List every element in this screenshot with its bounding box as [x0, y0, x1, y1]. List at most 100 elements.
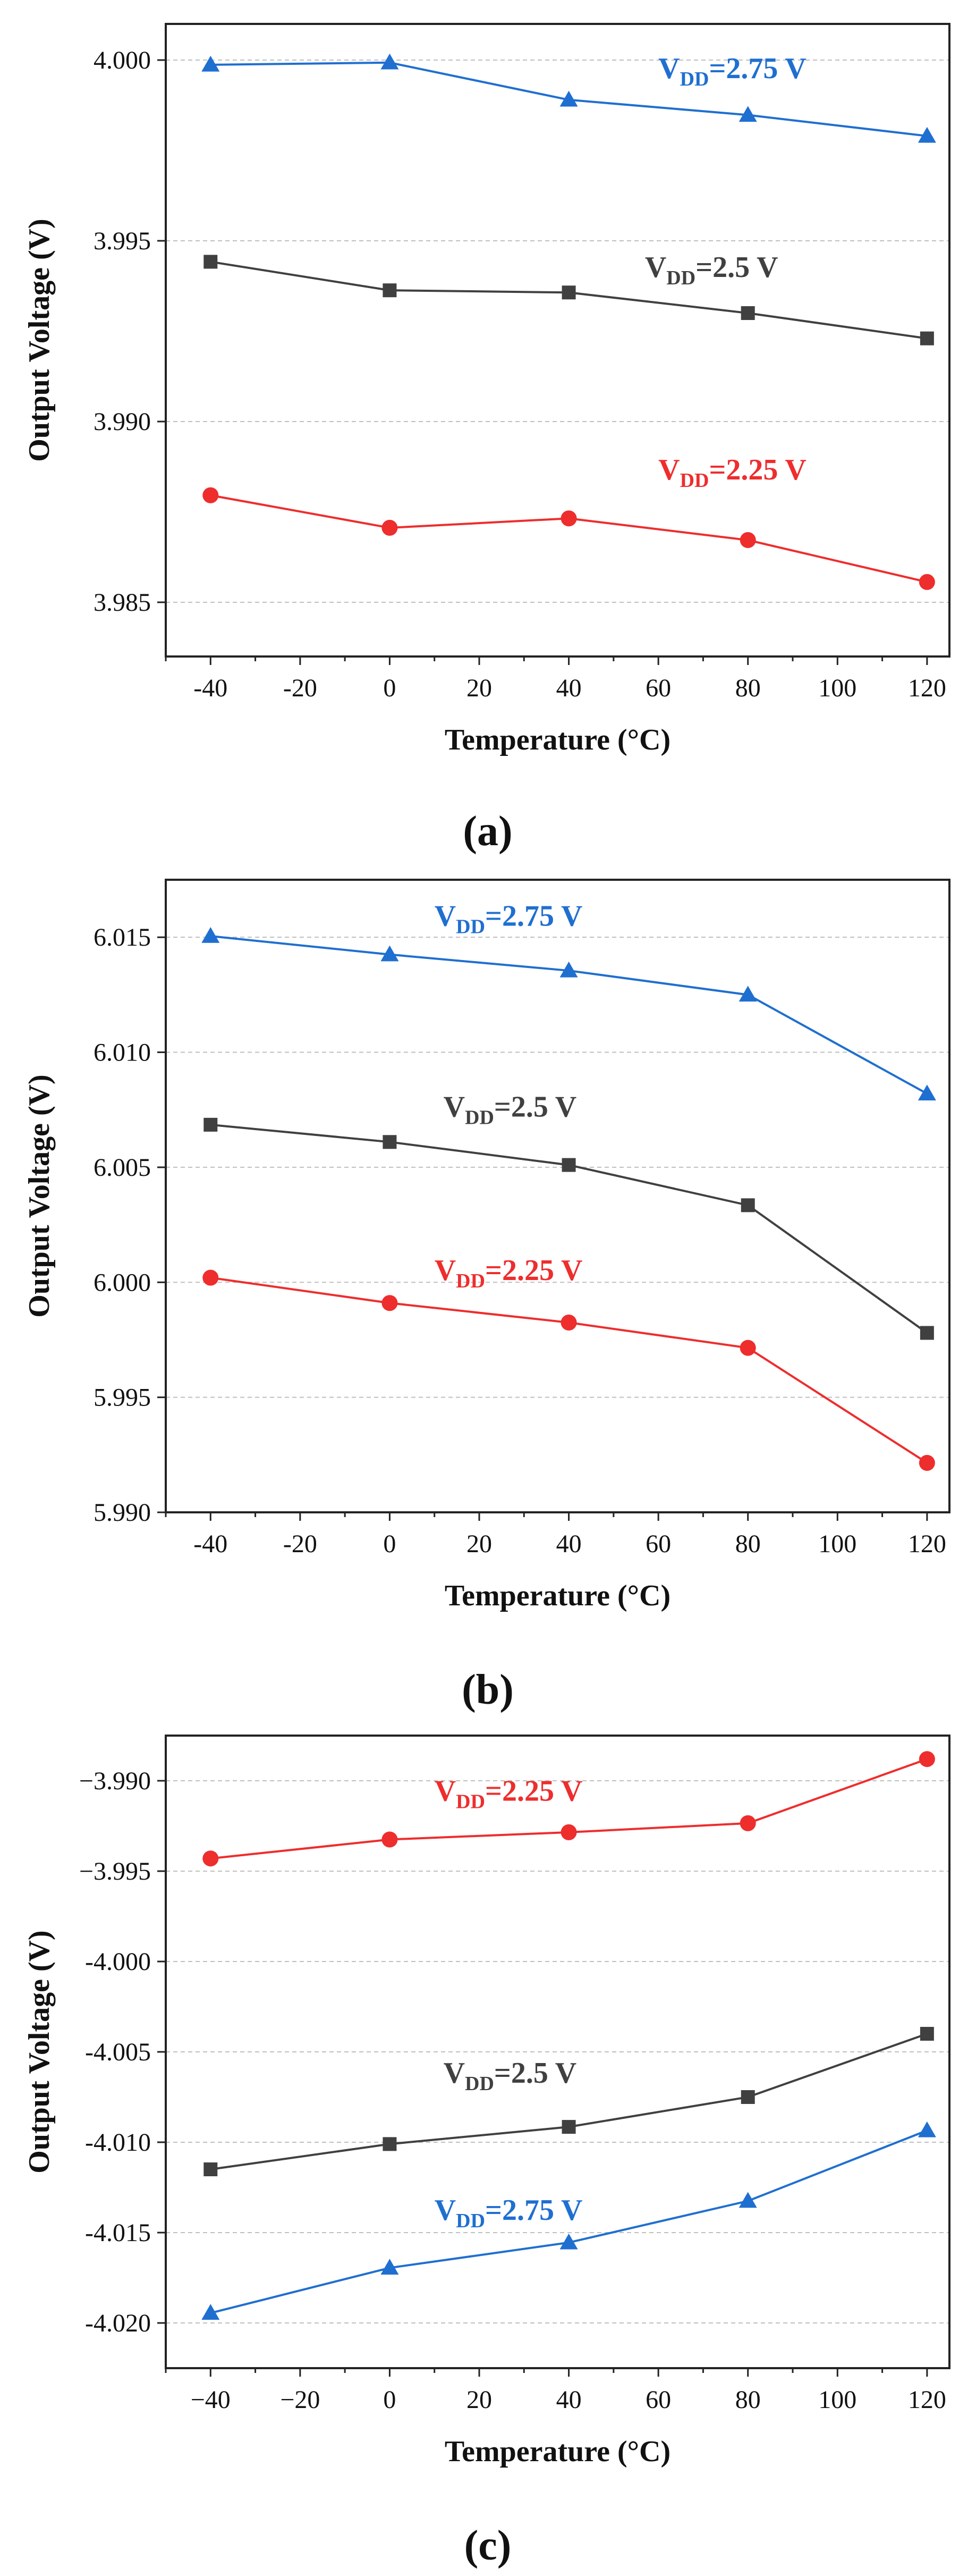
- panel-label: (a): [463, 808, 512, 855]
- series-label-rest: =2.5 V: [494, 2057, 576, 2090]
- series-label-subscript: DD: [680, 68, 709, 90]
- y-tick-label: 3.990: [94, 408, 151, 436]
- x-tick-label: 20: [466, 674, 492, 702]
- series-vdd-2-5: VDD=2.5 V: [203, 251, 934, 346]
- series-label-subscript: DD: [456, 2210, 485, 2232]
- series-label: VDD=2.25 V: [435, 1774, 583, 1813]
- x-tick-label: -40: [193, 674, 227, 702]
- series-label-rest: =2.25 V: [485, 1774, 582, 1807]
- series-label-rest: =2.75 V: [485, 900, 582, 933]
- chart-panel-3: -4.020 -4.015 -4.010 -4.005 -4.000 −3.995 −3.9…: [23, 1735, 950, 2468]
- data-point-triangle: [918, 127, 936, 143]
- data-point-triangle: [380, 2259, 399, 2275]
- series-label-main: V: [435, 2194, 456, 2227]
- series-label-main: V: [658, 453, 680, 486]
- x-axis-title: Temperature (°C): [445, 723, 671, 756]
- data-point-circle: [740, 1340, 756, 1356]
- series-label: VDD=2.75 V: [435, 900, 583, 938]
- y-tick-label: −3.995: [79, 1857, 151, 1885]
- data-point-circle: [381, 1831, 398, 1848]
- series-label: VDD=2.5 V: [444, 2057, 577, 2095]
- y-tick-label: 5.990: [94, 1499, 151, 1527]
- data-point-circle: [381, 519, 398, 536]
- data-point-triangle: [201, 2304, 220, 2320]
- data-point-circle: [740, 532, 756, 549]
- series-label: VDD=2.5 V: [645, 251, 778, 289]
- x-tick-label: -20: [283, 1530, 317, 1558]
- series-label-main: V: [658, 52, 680, 85]
- y-axis-title: Output Voltage (V): [23, 218, 56, 461]
- series-label-main: V: [444, 2057, 465, 2090]
- series-vdd-2-25: VDD=2.25 V: [202, 453, 935, 590]
- series-label-main: V: [435, 1774, 456, 1807]
- y-tick-label: -4.020: [85, 2309, 151, 2337]
- x-tick-label: 60: [646, 674, 671, 702]
- y-tick-label: 3.985: [94, 588, 151, 617]
- series-line: [210, 1276, 928, 1464]
- series-vdd-2-75: VDD=2.75 V: [201, 2121, 936, 2320]
- y-tick-label: 3.995: [94, 227, 151, 255]
- series-vdd-2-75: VDD=2.75 V: [201, 52, 936, 143]
- x-axis-title: Temperature (°C): [445, 1579, 671, 1612]
- x-tick-label: 100: [818, 1530, 856, 1558]
- series-line: [210, 2033, 928, 2170]
- panel-label: (c): [464, 2522, 512, 2569]
- data-point-square: [741, 1198, 755, 1213]
- x-tick-label: 20: [466, 1530, 492, 1558]
- series-vdd-2-5: VDD=2.5 V: [203, 2027, 934, 2176]
- y-tick-label: 6.005: [94, 1154, 151, 1182]
- x-tick-label: 120: [908, 2386, 946, 2414]
- series-label-main: V: [435, 1254, 456, 1287]
- data-point-circle: [202, 1850, 219, 1867]
- x-tick-label: 0: [383, 2386, 396, 2414]
- series-label: VDD=2.75 V: [658, 52, 807, 90]
- series-line: [210, 260, 928, 340]
- data-point-triangle: [559, 961, 578, 978]
- data-point-square: [203, 255, 218, 269]
- data-point-triangle: [559, 2233, 578, 2250]
- data-point-square: [920, 331, 934, 346]
- data-point-square: [203, 1117, 218, 1132]
- data-point-circle: [381, 1295, 398, 1311]
- data-point-square: [562, 1158, 576, 1172]
- x-tick-label: 80: [735, 674, 761, 702]
- x-tick-label: −20: [280, 2386, 320, 2414]
- y-tick-label: 4.000: [94, 46, 151, 74]
- series-label: VDD=2.25 V: [658, 453, 807, 492]
- series-vdd-2-75: VDD=2.75 V: [201, 900, 936, 1101]
- data-point-square: [562, 285, 576, 300]
- series-label-subscript: DD: [456, 1790, 485, 1813]
- series-label: VDD=2.5 V: [444, 1091, 577, 1129]
- data-point-square: [741, 2090, 755, 2104]
- data-point-triangle: [380, 945, 399, 962]
- data-point-circle: [919, 574, 935, 590]
- series-label: VDD=2.25 V: [435, 1254, 583, 1292]
- x-tick-label: 0: [383, 1530, 396, 1558]
- series-label-rest: =2.5 V: [494, 1091, 576, 1124]
- data-point-triangle: [739, 106, 757, 122]
- x-tick-label: 60: [646, 1530, 671, 1558]
- series-vdd-2-25: VDD=2.25 V: [202, 1751, 935, 1867]
- data-point-square: [383, 283, 397, 298]
- x-tick-label: 80: [735, 2386, 761, 2414]
- x-tick-label: 120: [908, 1530, 946, 1558]
- data-point-circle: [202, 487, 219, 503]
- chart-panel-1: 3.985 3.990 3.995 4.000 -40 -20 0 20 40 60 80 100 12…: [23, 23, 950, 756]
- series-line: [210, 1758, 928, 1860]
- y-tick-label: -4.005: [85, 2038, 151, 2066]
- data-point-circle: [919, 1751, 935, 1767]
- series-label-main: V: [645, 251, 666, 284]
- y-tick-label: 6.000: [94, 1268, 151, 1297]
- data-point-circle: [561, 510, 577, 527]
- series-line: [210, 494, 928, 583]
- data-point-triangle: [739, 2192, 757, 2208]
- data-point-triangle: [380, 53, 399, 70]
- y-tick-label: -4.010: [85, 2128, 151, 2157]
- series-line: [210, 1123, 928, 1334]
- y-axis-title: Output Voltage (V): [23, 1930, 56, 2173]
- data-point-square: [920, 1326, 934, 1340]
- data-point-square: [203, 2162, 218, 2176]
- series-label-rest: =2.5 V: [695, 251, 778, 284]
